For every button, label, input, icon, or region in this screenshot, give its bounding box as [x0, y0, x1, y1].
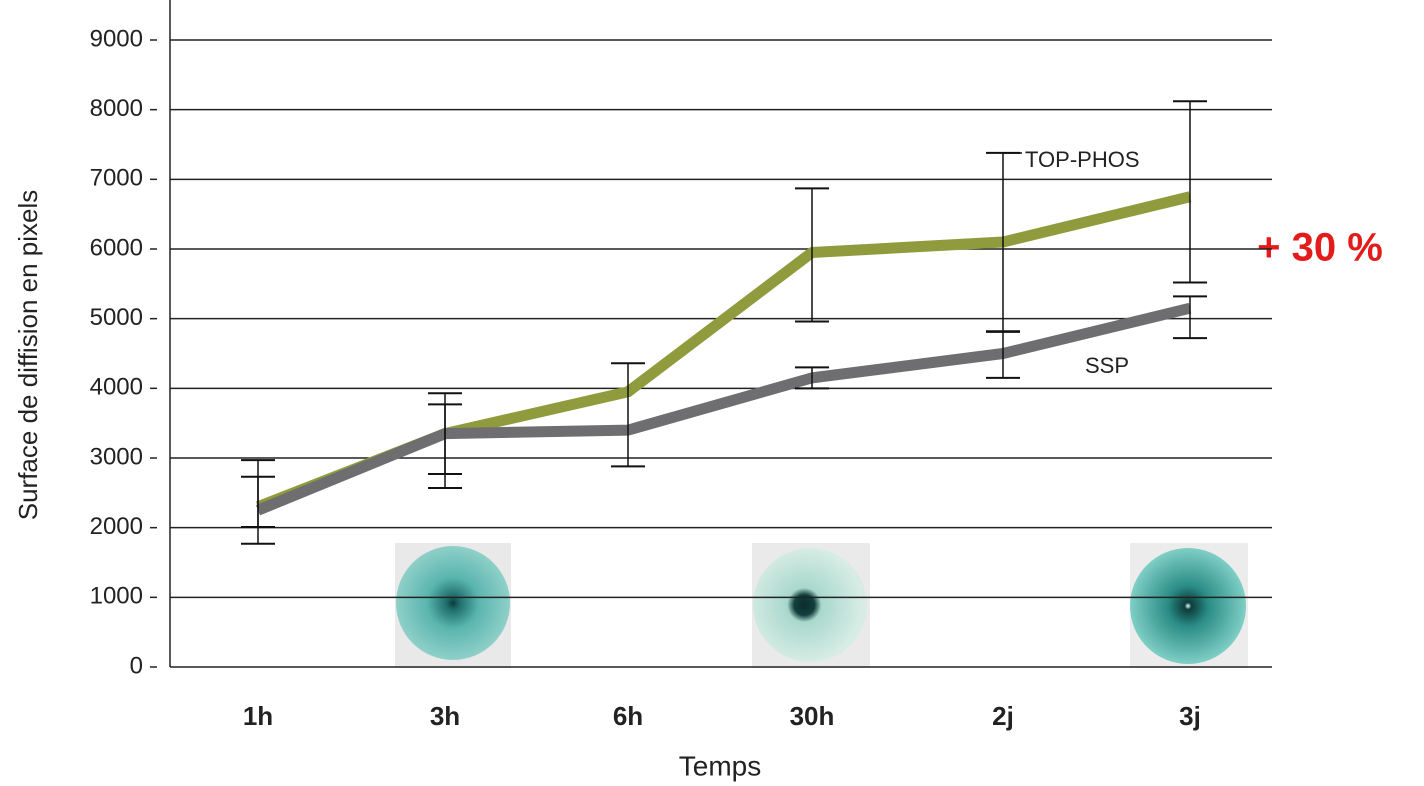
x-tick-label: 3j	[1179, 701, 1201, 731]
x-tick-label: 6h	[613, 701, 643, 731]
x-tick-label: 2j	[992, 701, 1014, 731]
y-tick-label: 6000	[90, 234, 143, 261]
x-tick-label: 30h	[790, 701, 835, 731]
y-tick-label: 2000	[90, 513, 143, 540]
y-tick-label: 0	[130, 652, 143, 679]
x-axis-title: Temps	[679, 750, 761, 781]
y-axis-title: Surface de diffision en pixels	[13, 190, 43, 521]
y-tick-label: 8000	[90, 95, 143, 122]
y-tick-label: 1000	[90, 583, 143, 610]
series-label: SSP	[1085, 353, 1129, 378]
y-tick-label: 9000	[90, 25, 143, 52]
series-line	[255, 302, 1192, 516]
x-tick-label: 1h	[243, 701, 273, 731]
x-tick-label: 3h	[430, 701, 460, 731]
y-tick-label: 3000	[90, 443, 143, 470]
petri-image	[396, 546, 510, 660]
y-tick-label: 7000	[90, 165, 143, 192]
petri-image	[753, 548, 867, 662]
y-tick-label: 5000	[90, 304, 143, 331]
petri-image	[1130, 548, 1246, 664]
y-tick-label: 4000	[90, 374, 143, 401]
series-label: TOP-PHOS	[1025, 147, 1140, 172]
series-line	[255, 191, 1192, 512]
annotation: + 30 %	[1257, 226, 1383, 270]
